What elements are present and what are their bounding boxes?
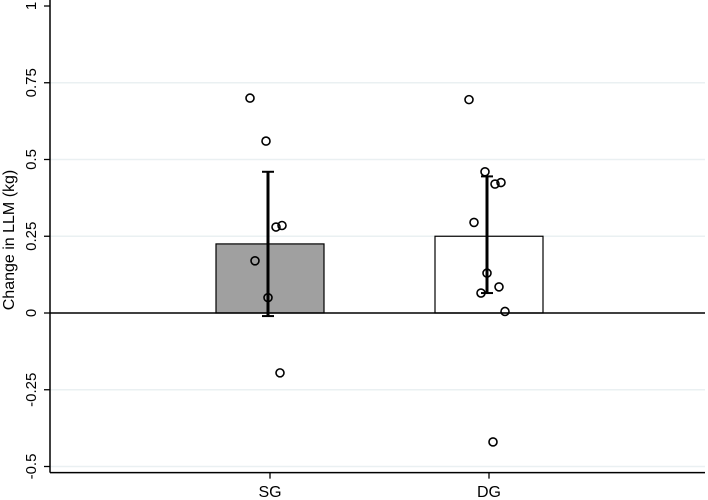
data-point: [480, 166, 490, 177]
data-point: [275, 368, 285, 378]
data-point: [245, 93, 255, 103]
x-tick-label-sg: SG: [258, 484, 281, 500]
data-point: [490, 179, 500, 189]
y-tick-label: -0.25: [23, 373, 40, 407]
data-point: [464, 94, 474, 105]
data-points: [245, 93, 510, 447]
y-tick-label: 0.5: [23, 149, 40, 170]
data-point: [482, 268, 492, 278]
data-point: [476, 288, 486, 298]
bar-sg: [215, 243, 325, 314]
data-point: [277, 220, 287, 231]
error-bars: [262, 170, 493, 318]
y-tick-label: 0.25: [23, 222, 40, 251]
data-point: [496, 177, 506, 188]
data-point: [271, 222, 281, 232]
data-point: [488, 437, 498, 447]
y-tick-label: 1: [23, 2, 40, 10]
data-point: [469, 217, 479, 228]
bars: [215, 235, 544, 314]
data-point: [250, 256, 260, 266]
axes: 1 0.75 0.5 0.25 0 -0.25 -0.5 SG DG: [23, 0, 705, 500]
y-tick-label: -0.5: [23, 454, 40, 480]
gridlines: [50, 82, 705, 468]
bar-dg: [434, 235, 544, 314]
y-tick-label: 0: [23, 309, 40, 317]
y-tick-label: 0.75: [23, 68, 40, 97]
data-point: [261, 136, 271, 146]
x-tick-label-dg: DG: [477, 484, 501, 500]
data-point: [494, 282, 504, 292]
data-point: [263, 292, 273, 303]
y-axis-title: Change in LLM (kg): [1, 170, 18, 311]
data-point: [500, 306, 510, 317]
